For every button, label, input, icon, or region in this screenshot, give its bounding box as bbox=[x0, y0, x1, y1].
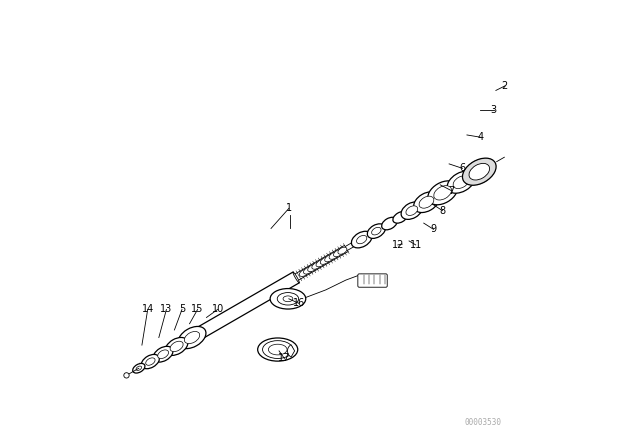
Ellipse shape bbox=[141, 354, 159, 369]
Circle shape bbox=[124, 373, 129, 378]
Ellipse shape bbox=[413, 192, 439, 212]
Ellipse shape bbox=[453, 176, 469, 189]
Ellipse shape bbox=[434, 185, 452, 200]
Text: 15: 15 bbox=[191, 305, 204, 314]
Ellipse shape bbox=[136, 366, 141, 370]
Ellipse shape bbox=[184, 332, 200, 344]
Ellipse shape bbox=[329, 252, 339, 259]
Ellipse shape bbox=[262, 340, 293, 358]
Ellipse shape bbox=[268, 344, 287, 355]
Ellipse shape bbox=[312, 262, 321, 269]
Ellipse shape bbox=[367, 224, 385, 238]
Text: 6: 6 bbox=[460, 164, 465, 173]
Ellipse shape bbox=[419, 196, 434, 208]
Ellipse shape bbox=[324, 254, 335, 262]
Ellipse shape bbox=[372, 227, 381, 235]
Text: 1: 1 bbox=[286, 203, 292, 213]
Ellipse shape bbox=[316, 259, 326, 267]
Ellipse shape bbox=[447, 171, 475, 193]
Ellipse shape bbox=[333, 250, 343, 257]
Ellipse shape bbox=[300, 269, 308, 276]
Ellipse shape bbox=[393, 211, 408, 223]
Text: 8: 8 bbox=[440, 206, 445, 215]
Ellipse shape bbox=[293, 272, 300, 283]
Ellipse shape bbox=[401, 202, 422, 220]
Ellipse shape bbox=[132, 363, 145, 373]
Ellipse shape bbox=[185, 334, 191, 345]
Text: 4: 4 bbox=[477, 132, 483, 142]
FancyBboxPatch shape bbox=[358, 274, 387, 287]
Ellipse shape bbox=[157, 350, 168, 358]
Wedge shape bbox=[287, 345, 294, 357]
Ellipse shape bbox=[170, 341, 183, 352]
Ellipse shape bbox=[406, 206, 418, 215]
Ellipse shape bbox=[165, 337, 188, 355]
Ellipse shape bbox=[178, 327, 206, 349]
Ellipse shape bbox=[469, 164, 490, 180]
Text: 2: 2 bbox=[502, 81, 508, 91]
Ellipse shape bbox=[463, 159, 495, 185]
Text: 5: 5 bbox=[179, 305, 185, 314]
Text: 16: 16 bbox=[292, 298, 305, 308]
Text: 7: 7 bbox=[448, 185, 454, 196]
Ellipse shape bbox=[338, 247, 347, 254]
Ellipse shape bbox=[469, 164, 489, 180]
Ellipse shape bbox=[320, 257, 330, 264]
Ellipse shape bbox=[428, 181, 458, 205]
Ellipse shape bbox=[146, 358, 155, 365]
Ellipse shape bbox=[463, 158, 496, 185]
Ellipse shape bbox=[351, 231, 372, 248]
Text: 17: 17 bbox=[278, 353, 291, 363]
Ellipse shape bbox=[303, 267, 313, 274]
Ellipse shape bbox=[270, 289, 306, 309]
Text: 14: 14 bbox=[141, 305, 154, 314]
Ellipse shape bbox=[258, 338, 298, 361]
Text: 3: 3 bbox=[491, 105, 497, 116]
Text: 13: 13 bbox=[160, 305, 173, 314]
Text: 12: 12 bbox=[392, 240, 404, 250]
Ellipse shape bbox=[277, 293, 299, 305]
Ellipse shape bbox=[153, 346, 173, 362]
Text: 9: 9 bbox=[431, 224, 436, 234]
Ellipse shape bbox=[381, 217, 397, 230]
Text: 10: 10 bbox=[211, 305, 224, 314]
Ellipse shape bbox=[308, 264, 317, 271]
Ellipse shape bbox=[283, 296, 293, 302]
Ellipse shape bbox=[356, 236, 367, 244]
Text: 11: 11 bbox=[410, 240, 422, 250]
Text: 00003530: 00003530 bbox=[464, 418, 501, 426]
